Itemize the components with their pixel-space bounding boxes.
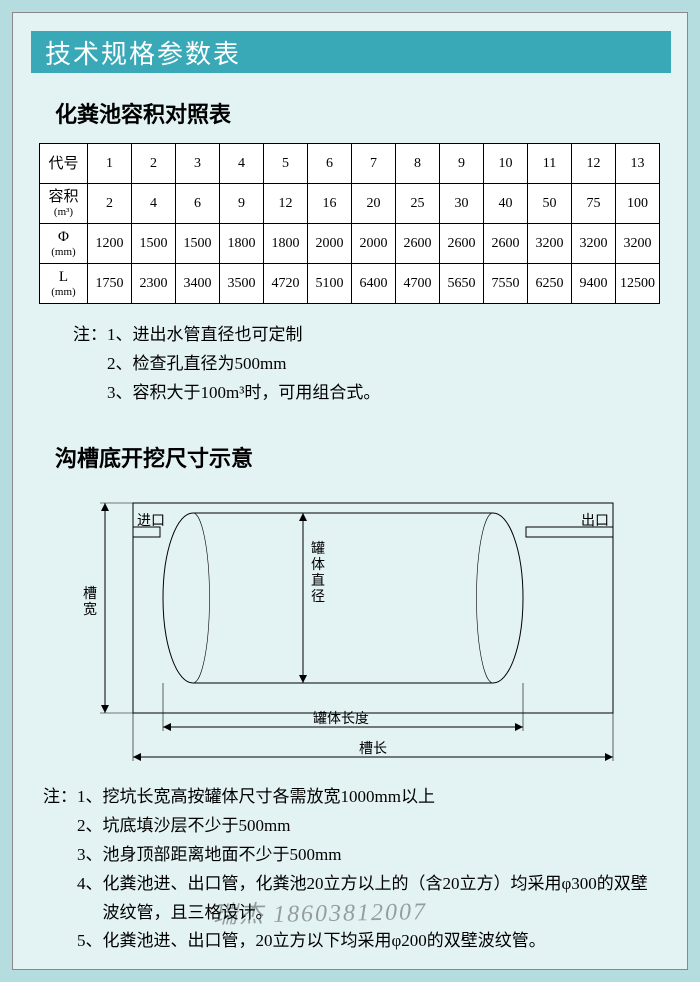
table-cell: 6	[176, 184, 220, 224]
table-cell: 7	[352, 144, 396, 184]
table-cell: 2000	[352, 224, 396, 264]
table-cell: 4	[132, 184, 176, 224]
notes-block-1: 注：1、进出水管直径也可定制 2、检查孔直径为500mm 3、容积大于100m³…	[73, 321, 653, 408]
note-line: 2、检查孔直径为500mm	[73, 350, 653, 379]
table-cell: 40	[484, 184, 528, 224]
table-cell: 3200	[572, 224, 616, 264]
table-cell: 3200	[528, 224, 572, 264]
notes-block-2: 注：1、挖坑长宽高按罐体尺寸各需放宽1000mm以上 2、坑底填沙层不少于500…	[43, 783, 663, 956]
table-cell: 12	[572, 144, 616, 184]
header-bar: 技术规格参数表	[31, 31, 671, 73]
table-cell: 1800	[264, 224, 308, 264]
watermark-text: 瑞杰 18603812007	[213, 891, 428, 930]
table-cell: 12500	[616, 264, 660, 304]
table-cell: 50	[528, 184, 572, 224]
table-cell: 13	[616, 144, 660, 184]
spec-table: 代号12345678910111213容积(m³)246912162025304…	[39, 143, 660, 304]
table-cell: 75	[572, 184, 616, 224]
svg-text:出口: 出口	[581, 513, 609, 529]
table-cell: 4700	[396, 264, 440, 304]
table-cell: 5650	[440, 264, 484, 304]
table-cell: 6250	[528, 264, 572, 304]
table-cell: 2600	[396, 224, 440, 264]
table-cell: 6400	[352, 264, 396, 304]
table-cell: 3	[176, 144, 220, 184]
table-cell: 4720	[264, 264, 308, 304]
table-cell: 1800	[220, 224, 264, 264]
section-title-diagram: 沟槽底开挖尺寸示意	[55, 441, 253, 473]
table-row-label: 代号	[40, 144, 88, 184]
table-cell: 1	[88, 144, 132, 184]
page-card: 技术规格参数表 化粪池容积对照表 代号12345678910111213容积(m…	[12, 12, 688, 970]
svg-text:罐体长度: 罐体长度	[313, 711, 369, 727]
table-cell: 10	[484, 144, 528, 184]
table-cell: 9	[220, 184, 264, 224]
table-row-label: 容积(m³)	[40, 184, 88, 224]
svg-text:槽长: 槽长	[359, 741, 387, 757]
trench-diagram: 进口 出口罐体直径槽宽罐体长度槽长	[73, 483, 633, 773]
table-row-label: L(mm)	[40, 264, 88, 304]
table-cell: 20	[352, 184, 396, 224]
table-cell: 25	[396, 184, 440, 224]
table-cell: 2000	[308, 224, 352, 264]
table-cell: 9	[440, 144, 484, 184]
section-title-table: 化粪池容积对照表	[55, 97, 231, 129]
table-cell: 2	[132, 144, 176, 184]
table-cell: 7550	[484, 264, 528, 304]
table-cell: 100	[616, 184, 660, 224]
table-cell: 2600	[484, 224, 528, 264]
table-cell: 1500	[132, 224, 176, 264]
table-cell: 12	[264, 184, 308, 224]
table-cell: 3400	[176, 264, 220, 304]
note-line: 注：1、挖坑长宽高按罐体尺寸各需放宽1000mm以上	[43, 783, 663, 812]
table-cell: 1500	[176, 224, 220, 264]
table-cell: 3200	[616, 224, 660, 264]
svg-text:槽宽: 槽宽	[83, 586, 97, 618]
table-cell: 16	[308, 184, 352, 224]
table-cell: 9400	[572, 264, 616, 304]
note-line: 2、坑底填沙层不少于500mm	[43, 812, 663, 841]
table-cell: 3500	[220, 264, 264, 304]
svg-text:罐体直径: 罐体直径	[311, 541, 325, 605]
table-cell: 4	[220, 144, 264, 184]
table-cell: 2600	[440, 224, 484, 264]
header-title: 技术规格参数表	[45, 34, 241, 71]
note-line: 3、容积大于100m³时，可用组合式。	[73, 379, 653, 408]
table-cell: 30	[440, 184, 484, 224]
table-cell: 6	[308, 144, 352, 184]
table-cell: 1750	[88, 264, 132, 304]
table-cell: 11	[528, 144, 572, 184]
note-line: 5、化粪池进、出口管，20立方以下均采用φ200的双壁波纹管。	[43, 927, 663, 956]
note-line: 3、池身顶部距离地面不少于500mm	[43, 841, 663, 870]
table-cell: 8	[396, 144, 440, 184]
table-cell: 5100	[308, 264, 352, 304]
table-cell: 2300	[132, 264, 176, 304]
table-cell: 2	[88, 184, 132, 224]
table-cell: 5	[264, 144, 308, 184]
table-row-label: Φ(mm)	[40, 224, 88, 264]
note-line: 注：1、进出水管直径也可定制	[73, 321, 653, 350]
table-cell: 1200	[88, 224, 132, 264]
svg-text:进口: 进口	[137, 513, 165, 529]
